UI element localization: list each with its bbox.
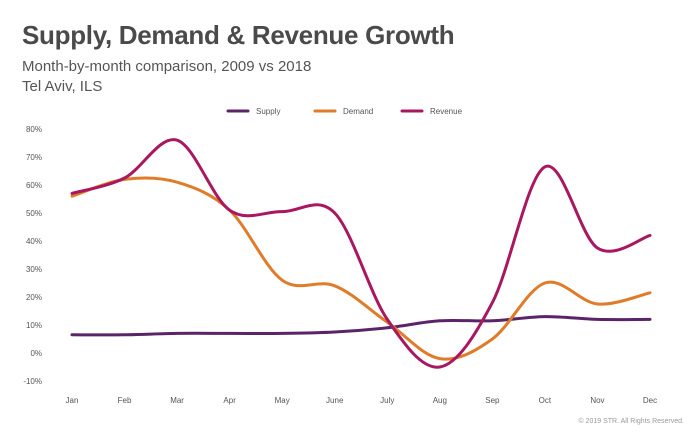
chart-title: Supply, Demand & Revenue Growth	[22, 20, 455, 50]
series-line-supply	[70, 315, 652, 337]
series-line-demand	[70, 176, 652, 361]
y-tick-label: 30%	[26, 265, 42, 274]
x-tick-label: July	[380, 396, 394, 405]
y-tick-label: 20%	[26, 293, 42, 302]
y-tick-label: 0%	[30, 349, 42, 358]
legend-label-revenue: Revenue	[430, 107, 463, 116]
y-tick-label: 70%	[26, 153, 42, 162]
legend-label-supply: Supply	[256, 107, 280, 116]
x-tick-label: Mar	[170, 396, 184, 405]
y-tick-label: 60%	[26, 181, 42, 190]
x-tick-label: Feb	[118, 396, 132, 405]
x-tick-label: Apr	[223, 396, 236, 405]
x-tick-label: Sep	[485, 396, 500, 405]
legend-label-demand: Demand	[343, 107, 373, 116]
x-tick-label: June	[326, 396, 344, 405]
y-tick-label: 80%	[26, 125, 42, 134]
y-tick-label: 50%	[26, 209, 42, 218]
y-tick-label: 40%	[26, 237, 42, 246]
x-tick-label: Jan	[66, 396, 79, 405]
y-tick-label: 10%	[26, 321, 42, 330]
y-tick-label: -10%	[23, 377, 42, 386]
x-tick-label: May	[275, 396, 290, 405]
x-tick-label: Nov	[590, 396, 604, 405]
x-tick-label: Dec	[643, 396, 657, 405]
x-tick-label: Aug	[433, 396, 447, 405]
series-line-revenue	[70, 138, 652, 369]
chart-subtitle: Month-by-month comparison, 2009 vs 2018	[22, 58, 312, 75]
copyright-text: © 2019 STR. All Rights Reserved.	[578, 418, 684, 425]
x-tick-label: Oct	[539, 396, 552, 405]
chart-location: Tel Aviv, ILS	[22, 78, 103, 95]
